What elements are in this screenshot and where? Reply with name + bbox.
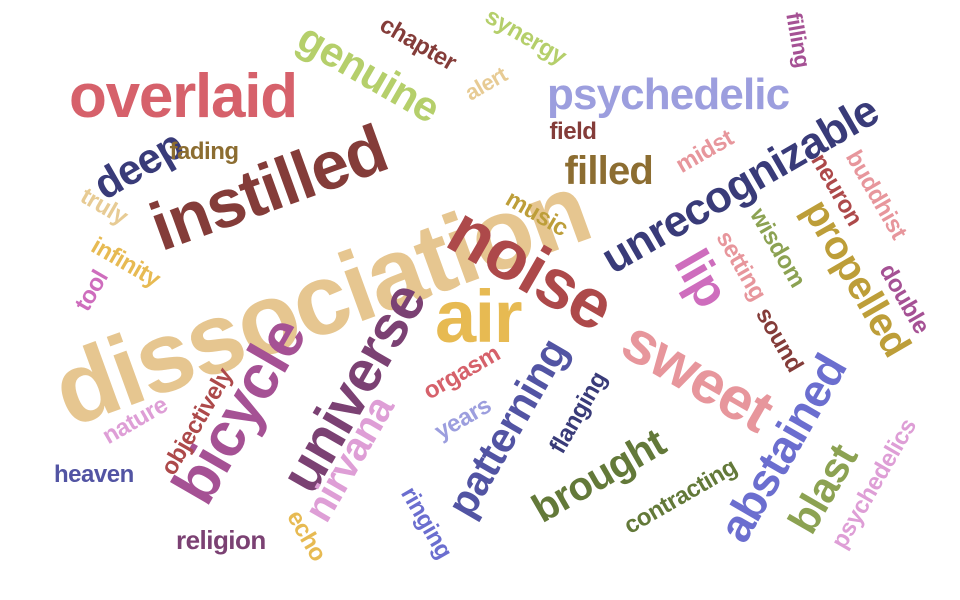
word-filling: filling	[781, 10, 816, 70]
word-air: air	[435, 275, 523, 358]
word-religion: religion	[176, 525, 266, 555]
word-synergy: synergy	[479, 2, 571, 71]
word-filled: filled	[564, 149, 654, 193]
word-sweet: sweet	[610, 306, 784, 445]
word-alert: alert	[460, 61, 512, 106]
word-overlaid: overlaid	[69, 62, 298, 131]
word-field: field	[549, 118, 597, 145]
word-tool: tool	[69, 265, 114, 316]
word-psychedelic: psychedelic	[547, 70, 790, 119]
word-fading: fading	[169, 138, 240, 165]
word-sound: sound	[750, 302, 809, 377]
word-heaven: heaven	[54, 461, 134, 488]
